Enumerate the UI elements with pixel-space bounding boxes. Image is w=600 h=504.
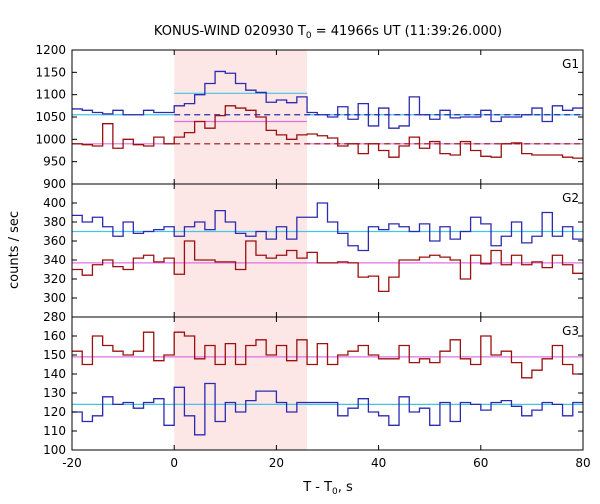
panel-g1-ytick-label: 1150	[35, 65, 66, 79]
panel-g2-ytick-label: 340	[43, 253, 66, 267]
panel-g3-frame	[71, 316, 584, 451]
xtick-label: 20	[269, 456, 284, 470]
panel-g3-ytick-label: 120	[43, 405, 66, 419]
xtick-label: 80	[575, 456, 590, 470]
panel-g2-series-blue	[72, 202, 583, 252]
panel-g1-ytick-label: 900	[43, 177, 66, 191]
xlabel-part-2: , s	[338, 480, 353, 495]
panel-g2-ytick-label: 380	[43, 215, 66, 229]
panel-g1-ytick-label: 1100	[35, 88, 66, 102]
panel-g1-ytick-label: 1200	[35, 43, 66, 57]
highlight-interval	[174, 50, 308, 450]
panel-g2-ytick-label: 300	[43, 291, 66, 305]
panel-g1-ytick-label: 950	[43, 155, 66, 169]
chart-title: KONUS-WIND 020930 T0 = 41966s UT (11:39:…	[154, 24, 502, 41]
panel-g2-series-red	[72, 240, 583, 292]
xtick-label: 0	[170, 456, 178, 470]
panel-g1-ytick-label: 1050	[35, 110, 66, 124]
panel-g2-label: G2	[562, 191, 579, 205]
panel-g2-ytick-label: 400	[43, 196, 66, 210]
title-part-1: KONUS-WIND 020930 T	[154, 24, 306, 39]
panel-g2-ytick-label: 360	[43, 234, 66, 248]
xlabel-part-1: T - T	[302, 480, 332, 495]
xtick-label: 40	[371, 456, 386, 470]
x-axis-label: T - T0, s	[302, 480, 353, 497]
panel-g3-ytick-label: 150	[43, 348, 66, 362]
y-axis-label: counts / sec	[7, 211, 22, 289]
panel-g2-ytick-label: 280	[43, 310, 66, 324]
xtick-label: -20	[62, 456, 82, 470]
panel-g3-series-red	[72, 331, 583, 379]
panel-g2-ytick-label: 320	[43, 272, 66, 286]
title-part-2: = 41966s UT (11:39:26.000)	[312, 24, 502, 39]
panel-g1-series-blue	[72, 70, 583, 129]
panel-g3-ytick-label: 100	[43, 443, 66, 457]
panel-g3-ytick-label: 140	[43, 367, 66, 381]
title-subscript: 0	[306, 31, 312, 41]
panel-g3-label: G3	[562, 324, 579, 338]
panel-g1-ytick-label: 1000	[35, 132, 66, 146]
panel-g1-series-red	[72, 105, 583, 159]
panel-g3-series-blue	[72, 382, 583, 436]
xtick-label: 60	[473, 456, 488, 470]
panel-g3-ytick-label: 130	[43, 386, 66, 400]
panel-g3-ytick-label: 160	[43, 329, 66, 343]
panel-g1-label: G1	[562, 57, 579, 71]
xlabel-subscript: 0	[332, 487, 338, 497]
panel-g3-ytick-label: 110	[43, 424, 66, 438]
